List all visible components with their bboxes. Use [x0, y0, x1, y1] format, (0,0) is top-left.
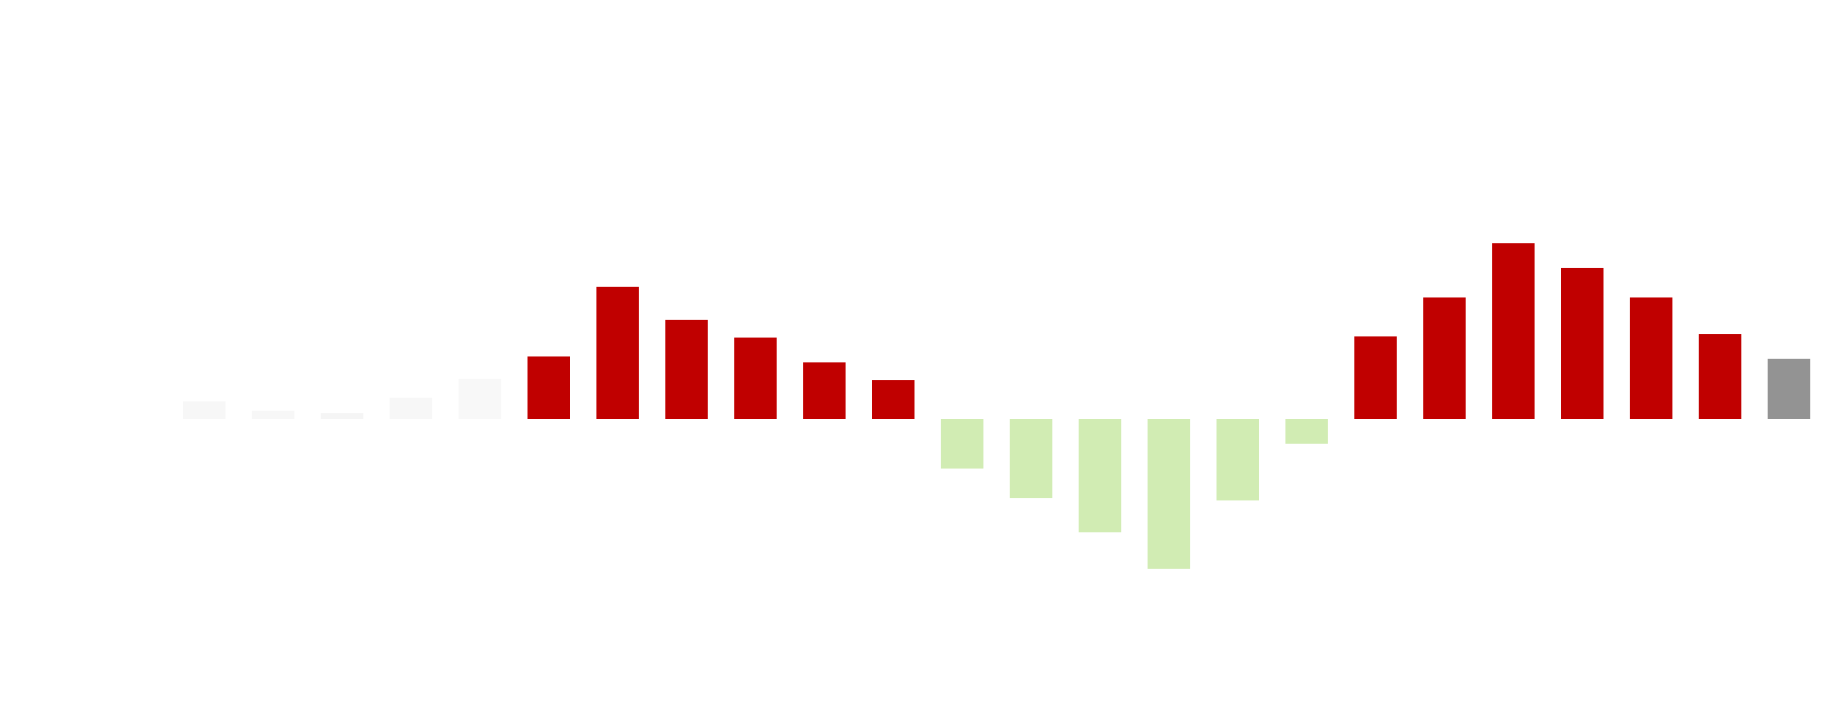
bar: [1561, 267, 1604, 419]
bar: [1492, 243, 1535, 419]
bar: [1078, 419, 1122, 533]
bar: [1009, 419, 1053, 499]
bar: [458, 378, 502, 419]
bar: [1216, 419, 1259, 501]
bar: [320, 413, 364, 419]
bar: [872, 380, 915, 419]
bar: [596, 286, 639, 419]
bar: [1354, 336, 1397, 419]
bar: [803, 362, 846, 419]
bar: [183, 401, 226, 419]
bar: [1147, 419, 1191, 569]
bar: [1767, 358, 1811, 419]
bar: [1629, 297, 1673, 419]
bar: [734, 337, 777, 419]
bar: [1698, 334, 1742, 419]
bar: [665, 319, 708, 419]
bar: [527, 356, 570, 419]
bar: [389, 397, 433, 419]
bar: [1285, 419, 1328, 444]
bar: [251, 410, 295, 419]
bar: [940, 419, 984, 469]
bar: [1423, 297, 1466, 419]
